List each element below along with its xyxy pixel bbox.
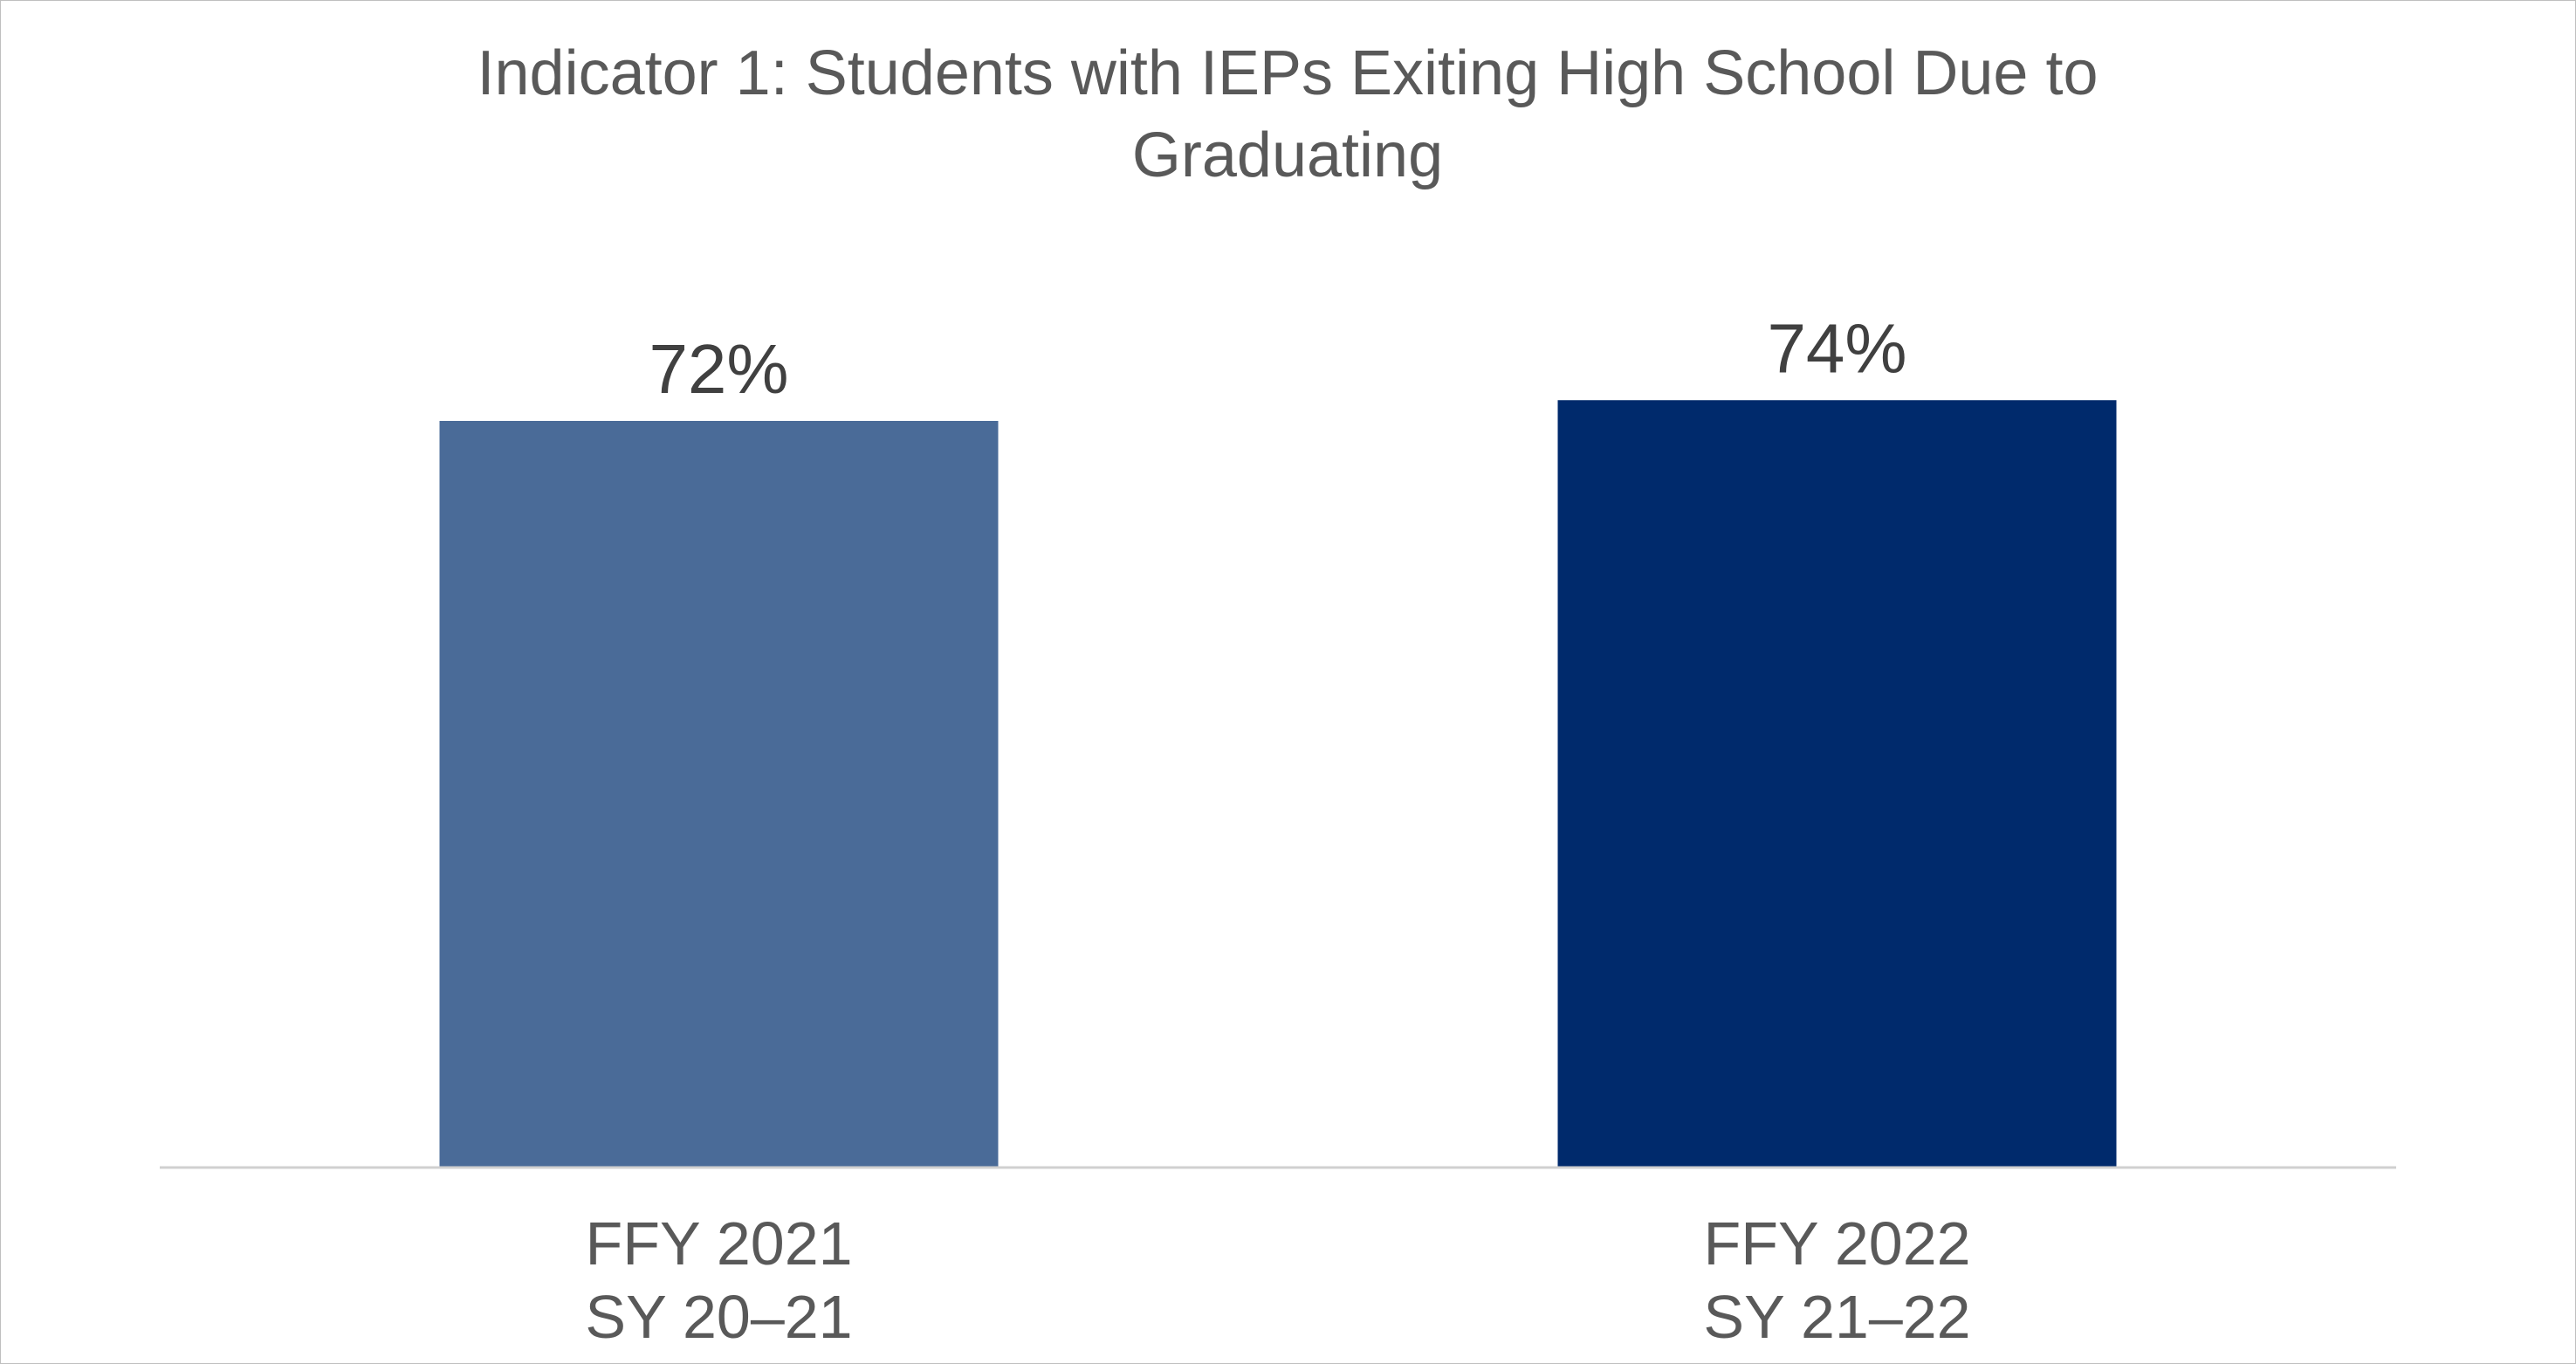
bar-1 — [439, 421, 999, 1168]
x-tick-label-1-line-1: FFY 2021 — [585, 1209, 852, 1278]
bar-2 — [1557, 400, 2117, 1168]
x-tick-label-2-line-2: SY 21–22 — [1703, 1283, 1970, 1351]
data-label-1: 72% — [649, 330, 788, 408]
x-tick-label-1-line-2: SY 20–21 — [585, 1283, 852, 1351]
bars-layer — [439, 400, 2117, 1168]
chart-title-line-2: Graduating — [1132, 121, 1443, 190]
data-label-2: 74% — [1767, 309, 1906, 387]
chart-title-line-1: Indicator 1: Students with IEPs Exiting … — [477, 38, 2099, 108]
x-tick-label-2-line-1: FFY 2022 — [1703, 1209, 1970, 1278]
